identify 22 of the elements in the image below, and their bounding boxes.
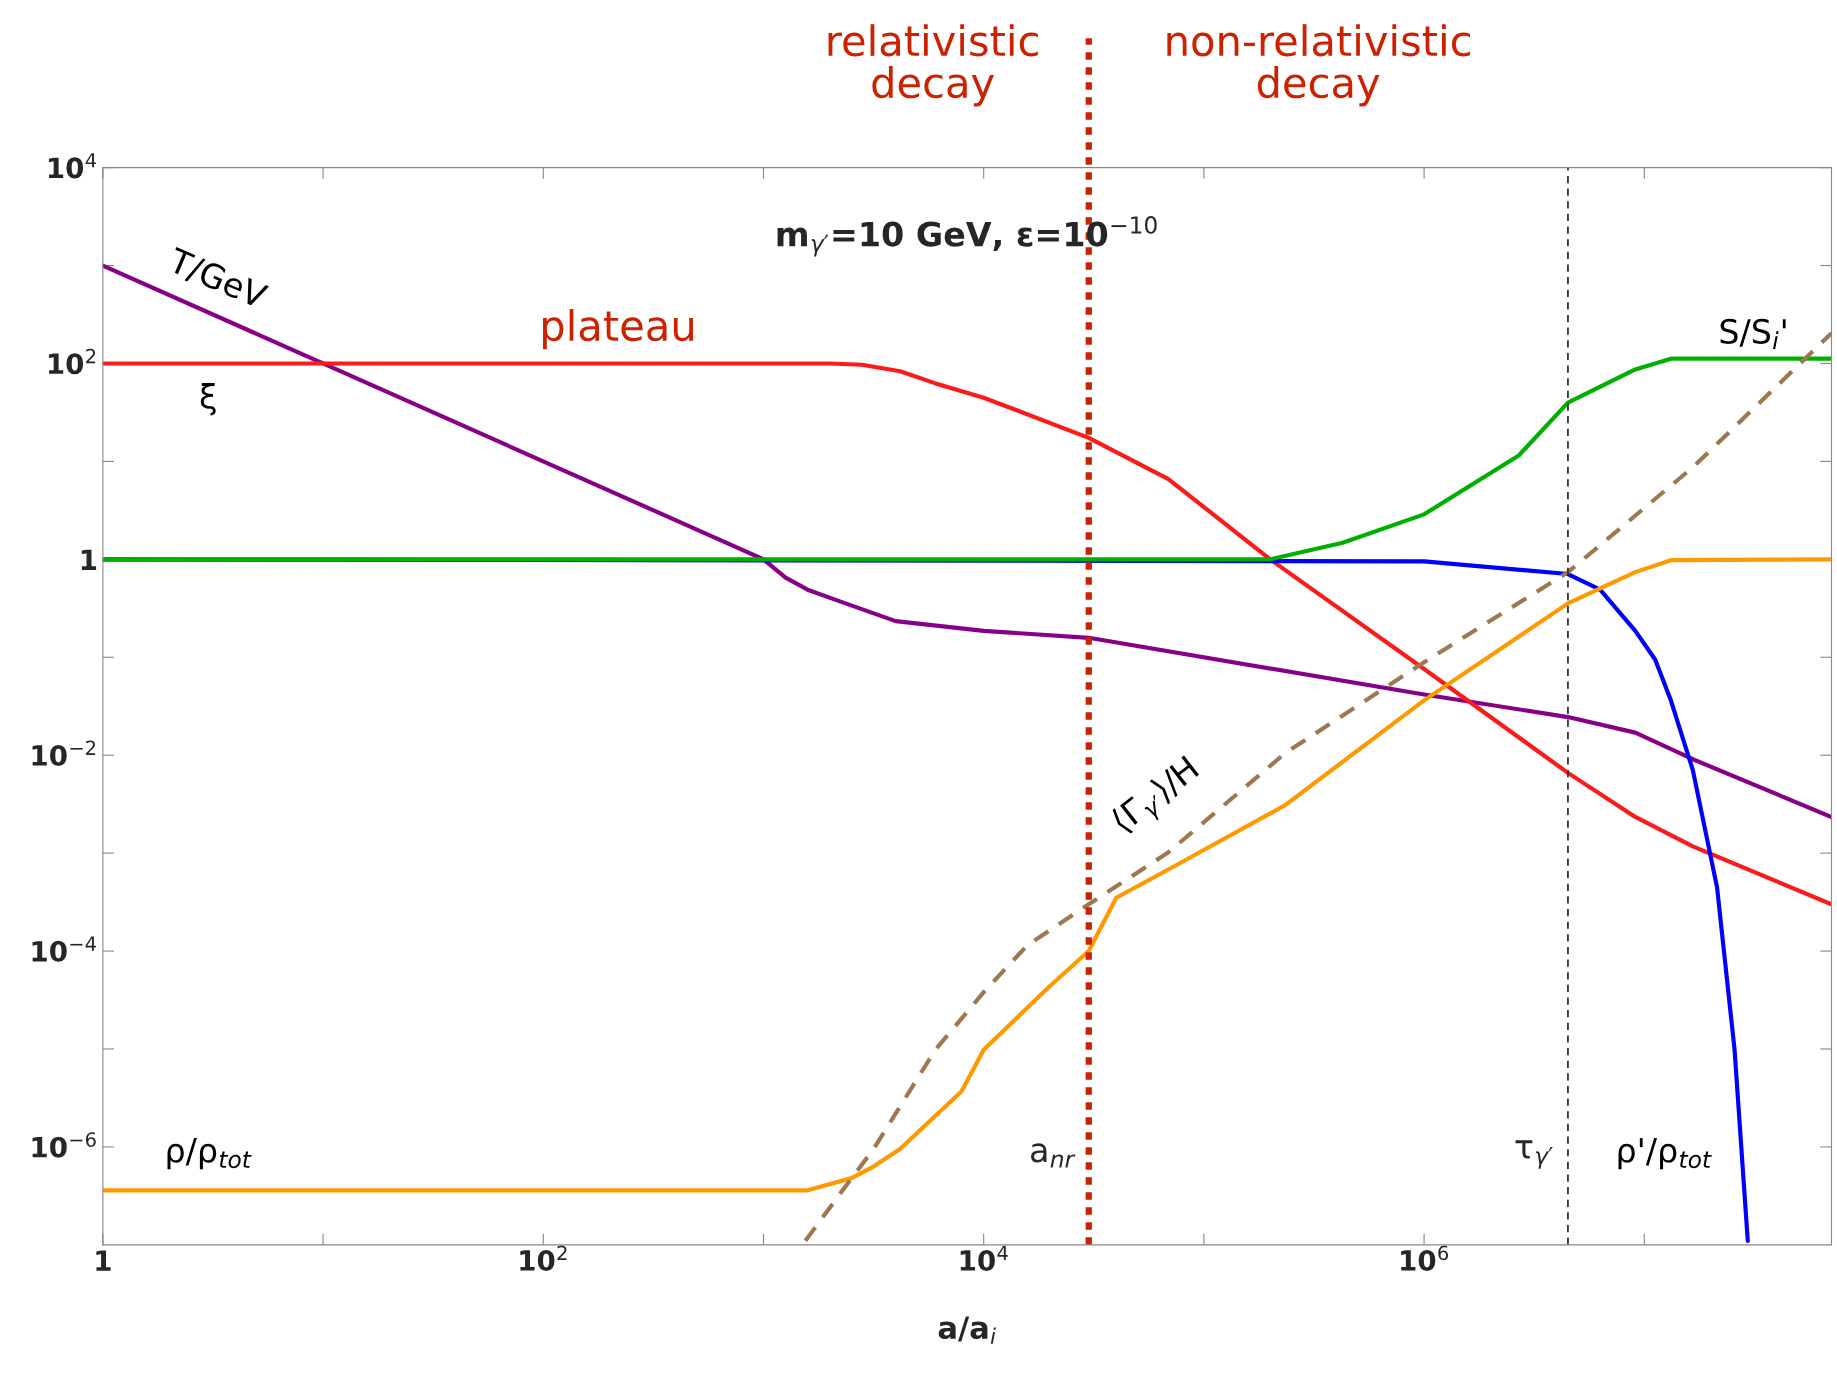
y-tick-label: 10$^{−4}$: [32, 936, 96, 962]
y-tick-label: 1: [81, 549, 97, 570]
ref-line-label: a$_{nr}$: [1031, 1143, 1076, 1168]
annotation: S/S$_{i}$': [1720, 318, 1786, 349]
x-tick-label: 10$^{6}$: [1401, 1245, 1449, 1271]
y-tick-label: 10$^{−6}$: [32, 1132, 96, 1158]
annotation: ξ: [200, 383, 216, 416]
x-axis-title: a/a$_{i}$: [938, 1316, 996, 1344]
ref-line-label: τ$_{γ′}$: [1515, 1140, 1553, 1169]
x-tick-label: 1: [96, 1250, 111, 1271]
y-tick-label: 10$^{4}$: [48, 153, 96, 179]
y-tick-label: 10$^{−2}$: [32, 740, 96, 766]
y-tick-label: 10$^{2}$: [48, 348, 96, 375]
annotation: ρ/ρ$_{tot}$: [167, 1138, 252, 1170]
annotation: ρ'/ρ$_{tot}$: [1618, 1138, 1712, 1170]
x-tick-label: 10$^{2}$: [520, 1245, 567, 1271]
text: relativistic decay: [828, 24, 1038, 107]
text: m$_{γ′}$=10 GeV, ε=10$^{−10}$: [777, 216, 1157, 257]
annotation: plateau: [543, 309, 693, 350]
annotation: ⟨Γ$_{γ′}$⟩/H: [1109, 754, 1206, 841]
text: non-relativistic decay: [1167, 24, 1470, 107]
x-tick-label: 10$^{4}$: [960, 1245, 1008, 1272]
